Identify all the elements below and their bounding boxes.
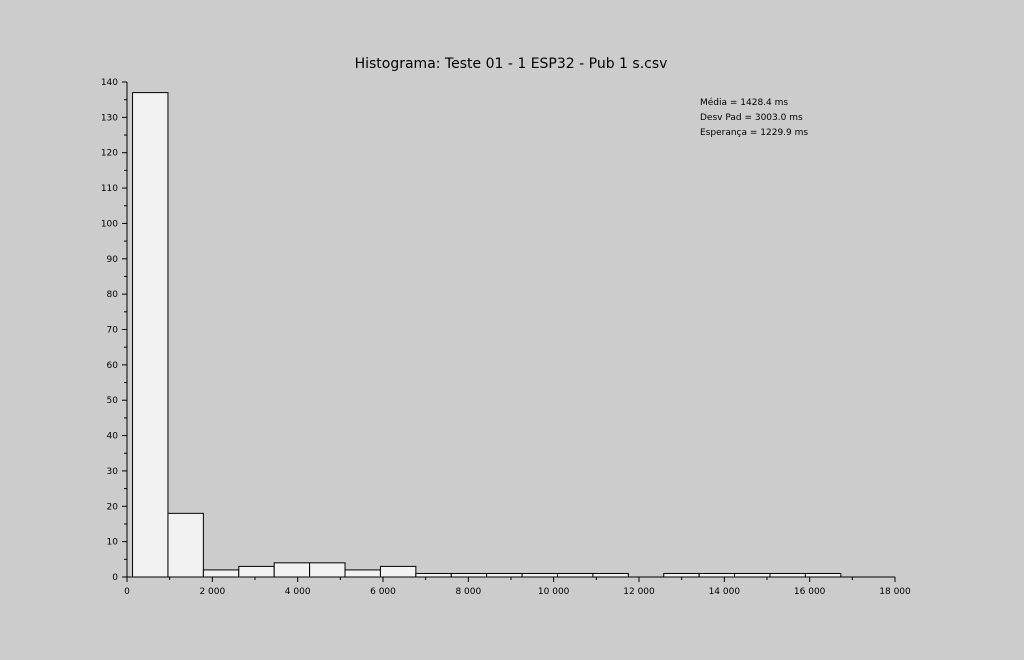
- y-tick-label: 40: [107, 432, 119, 442]
- axes-group: 0 2 000 4 000 6 000 8 000 10 000 12 000 14 000 1…: [101, 78, 911, 597]
- annotations-group: Média = 1428.4 ms Desv Pad = 3003.0 ms E…: [700, 97, 808, 138]
- histogram-bar-7: [344, 569, 381, 578]
- bars-group: [132, 92, 842, 578]
- histogram-bar-16: [663, 572, 700, 578]
- x-tick-label: 4 000: [285, 587, 311, 597]
- histogram-bar-18: [734, 572, 771, 578]
- histogram-bar-1: [132, 92, 169, 578]
- chart-title: Histograma: Teste 01 - 1 ESP32 - Pub 1 s…: [355, 56, 668, 72]
- histogram-bar-2: [167, 512, 204, 578]
- histogram-bar-11: [486, 572, 523, 578]
- y-tick-label: 140: [101, 78, 118, 88]
- histogram-bar-13: [557, 572, 594, 578]
- y-tick-label: 110: [101, 184, 118, 194]
- x-tick-label: 10 000: [538, 587, 570, 597]
- histogram-bar-3: [202, 569, 240, 578]
- histogram-bar-5: [273, 562, 311, 578]
- histogram-bar-14: [592, 572, 629, 578]
- histogram-bar-19: [769, 572, 806, 578]
- x-tick-label: 12 000: [623, 587, 655, 597]
- y-tick-label: 80: [107, 290, 119, 300]
- x-tick-label: 6 000: [370, 587, 396, 597]
- histogram-bar-17: [698, 572, 736, 578]
- histogram-bar-9: [415, 572, 452, 578]
- annotation-mean: Média = 1428.4 ms: [700, 97, 788, 108]
- y-tick-label: 70: [107, 326, 119, 336]
- x-tick-label: 14 000: [709, 587, 741, 597]
- histogram-bar-12: [521, 572, 559, 578]
- x-tick-label: 16 000: [794, 587, 826, 597]
- histogram-bar-8: [379, 565, 417, 578]
- annotation-expectation: Esperança = 1229.9 ms: [700, 128, 808, 138]
- histogram-bar-10: [450, 572, 488, 578]
- histogram-bar-6: [309, 562, 346, 578]
- y-tick-label: 120: [101, 149, 118, 159]
- y-tick-label: 90: [107, 255, 119, 265]
- y-tick-label: 60: [107, 361, 119, 371]
- histogram-bar-20: [804, 572, 842, 578]
- y-tick-label: 100: [101, 219, 118, 229]
- y-tick-label: 20: [107, 502, 119, 512]
- y-tick-label: 10: [107, 538, 119, 548]
- y-tick-label: 130: [101, 113, 118, 123]
- x-tick-label: 8 000: [455, 587, 481, 597]
- y-tick-label: 30: [107, 467, 119, 477]
- annotation-stddev: Desv Pad = 3003.0 ms: [700, 113, 803, 123]
- y-tick-label: 50: [107, 396, 119, 406]
- x-tick-label: 18 000: [879, 587, 911, 597]
- histogram-bar-4: [238, 565, 275, 578]
- y-tick-label: 0: [112, 573, 118, 583]
- x-tick-label: 0: [124, 587, 130, 597]
- x-tick-label: 2 000: [199, 587, 225, 597]
